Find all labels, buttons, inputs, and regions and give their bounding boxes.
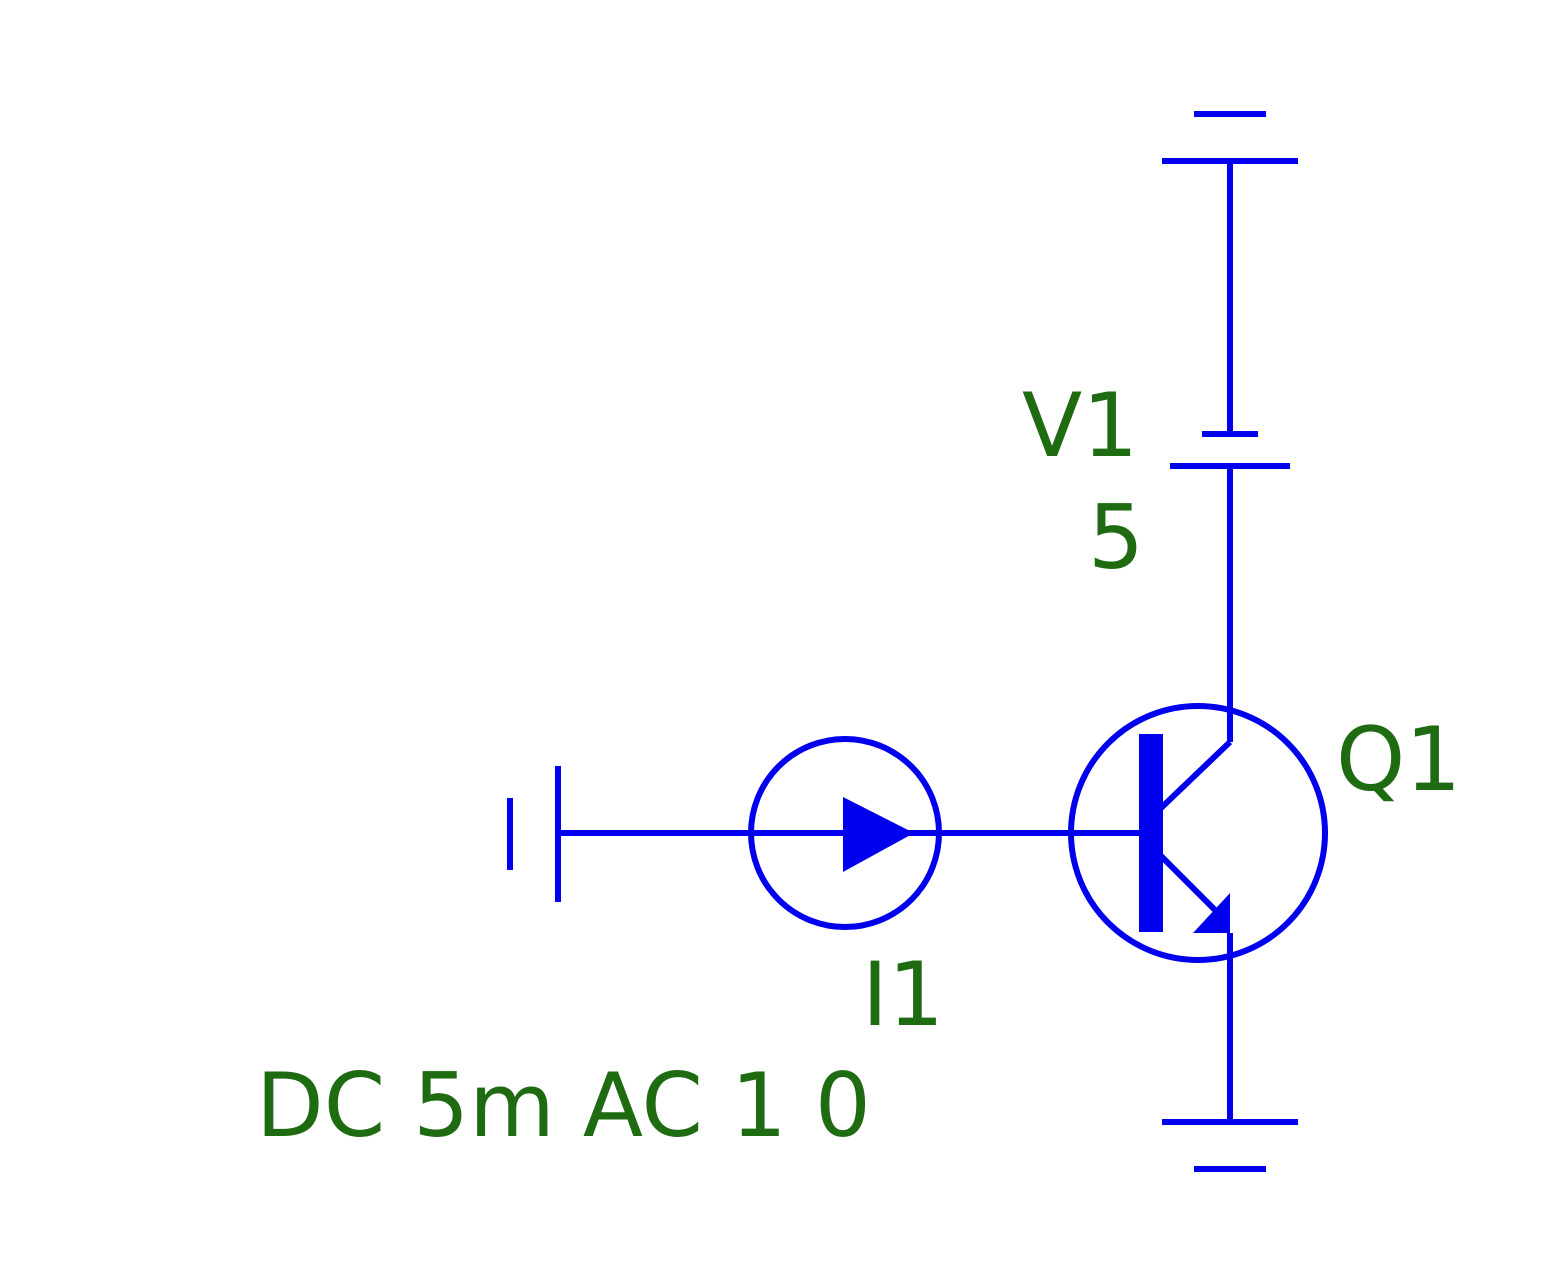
i1-arrow (843, 797, 914, 872)
v1-battery-icon (1170, 431, 1290, 469)
q1-emitter-lead (1158, 853, 1221, 916)
top-ground-icon (1162, 111, 1298, 164)
i1-value-label: DC 5m AC 1 0 (256, 1054, 871, 1157)
q1-collector-lead (1158, 739, 1233, 811)
left-ground-icon (507, 766, 561, 902)
bottom-ground-icon (1162, 1119, 1298, 1172)
v1-name-label: V1 (1022, 374, 1138, 477)
q1-base-bar (1139, 734, 1163, 932)
i1-current-source-icon (748, 736, 942, 930)
i1-name-label: I1 (862, 943, 944, 1046)
v1-value-label: 5 (1088, 486, 1144, 589)
q1-name-label: Q1 (1336, 708, 1461, 811)
q1-emitter-arrow (1193, 893, 1230, 933)
